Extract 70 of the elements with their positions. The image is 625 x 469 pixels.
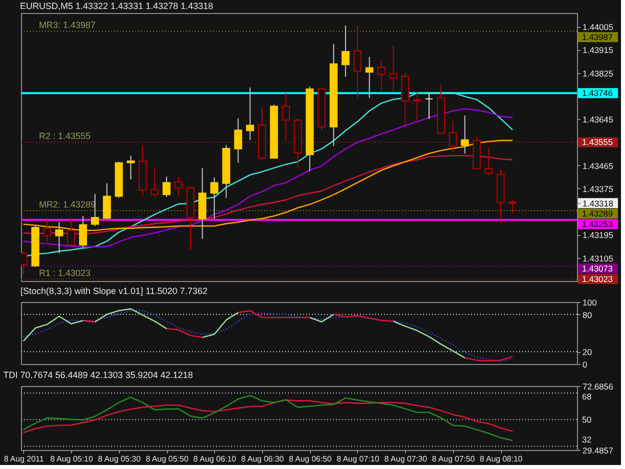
y-tick-label: 1.43105	[582, 253, 614, 264]
candlestick	[282, 92, 290, 142]
candlestick	[210, 176, 218, 220]
x-tick-label: 8 Aug 07:10	[336, 454, 380, 464]
ref-line-label: 1.43023	[582, 274, 613, 284]
chart-title: TDI 70.7674 56.4489 42.1303 35.9204 42.1218	[3, 370, 193, 380]
x-tick-label: 8 Aug 08:10	[480, 454, 524, 464]
x-tick-label: 8 Aug 05:10	[50, 454, 94, 464]
candlestick	[389, 45, 398, 92]
annotation: MR3: 1.43987	[39, 20, 96, 30]
candlestick	[448, 120, 457, 153]
annotation: R1 : 1.43023	[39, 268, 91, 278]
ref-line-label: 50	[582, 414, 592, 425]
candlestick	[162, 176, 171, 198]
candlestick	[79, 215, 88, 248]
y-tick-label: 1.44005	[582, 22, 614, 32]
candlestick	[425, 92, 434, 120]
annotation: R2 : 1.43555	[39, 131, 91, 142]
candlestick	[365, 56, 374, 98]
ref-line-label: 1.43987	[582, 32, 613, 42]
y-tick-label: 0	[582, 360, 588, 370]
candlestick	[353, 26, 362, 98]
candlestick	[150, 166, 159, 198]
y-tick-label: 29.4857	[582, 446, 614, 456]
candlestick	[43, 217, 52, 242]
candlestick	[67, 217, 76, 246]
y-tick-label: 1.43825	[582, 68, 614, 78]
candlestick	[234, 118, 242, 164]
ref-line-label: 1.43289	[582, 208, 613, 219]
ref-line-label: 68	[582, 392, 592, 402]
x-tick-label: 8 Aug 07:50	[432, 454, 476, 464]
x-tick-label: 8 Aug 06:50	[288, 454, 332, 464]
line-series	[22, 108, 514, 248]
ref-line-label: 1.43555	[582, 137, 613, 148]
line-series	[22, 399, 514, 434]
candlestick	[246, 87, 254, 140]
chart-title: [Stoch(8,3,3) with Slope v1.01] 11.5020 7.7362	[20, 286, 208, 296]
candlestick	[102, 182, 111, 220]
ref-line-label: 1.43746	[582, 88, 613, 98]
ref-line-label: 1.43073	[582, 263, 613, 274]
x-tick-label: 8 Aug 06:10	[193, 454, 237, 464]
candlestick	[377, 59, 386, 91]
y-tick-label: 1.43375	[582, 184, 614, 194]
annotation: MR2: 1.43289	[39, 200, 96, 210]
candlestick	[413, 92, 422, 122]
candlestick	[174, 176, 182, 196]
candlestick	[508, 199, 517, 214]
chart-title: EURUSD,M5 1.43322 1.43331 1.43278 1.43318	[20, 1, 214, 11]
y-tick-label: 1.43645	[582, 114, 614, 125]
x-tick-label: 8 Aug 06:30	[241, 454, 284, 464]
line-series	[22, 394, 514, 442]
y-tick-label: 80	[582, 310, 592, 320]
candlestick	[126, 155, 135, 180]
y-tick-label: 1.43915	[582, 45, 614, 56]
x-tick-label: 8 Aug 05:30	[98, 454, 142, 464]
y-tick-label: 1.43195	[582, 230, 614, 240]
x-tick-label: 8 Aug 2011	[4, 454, 44, 464]
candlestick	[342, 25, 350, 78]
candlestick	[460, 115, 469, 154]
candlestick	[55, 222, 64, 254]
x-tick-label: 8 Aug 07:30	[384, 454, 428, 464]
y-tick-label: 20	[582, 347, 592, 358]
y-tick-label: 72.6856	[582, 382, 614, 392]
y-tick-label: 1.43318	[582, 198, 614, 209]
candlestick	[484, 146, 493, 176]
y-tick-label: 1.43465	[582, 160, 614, 171]
y-tick-label: 100	[582, 298, 597, 308]
ref-line-label: 32	[582, 434, 592, 444]
x-tick-label: 8 Aug 05:50	[146, 454, 189, 464]
ref-line-label: 1.43253	[582, 219, 613, 230]
